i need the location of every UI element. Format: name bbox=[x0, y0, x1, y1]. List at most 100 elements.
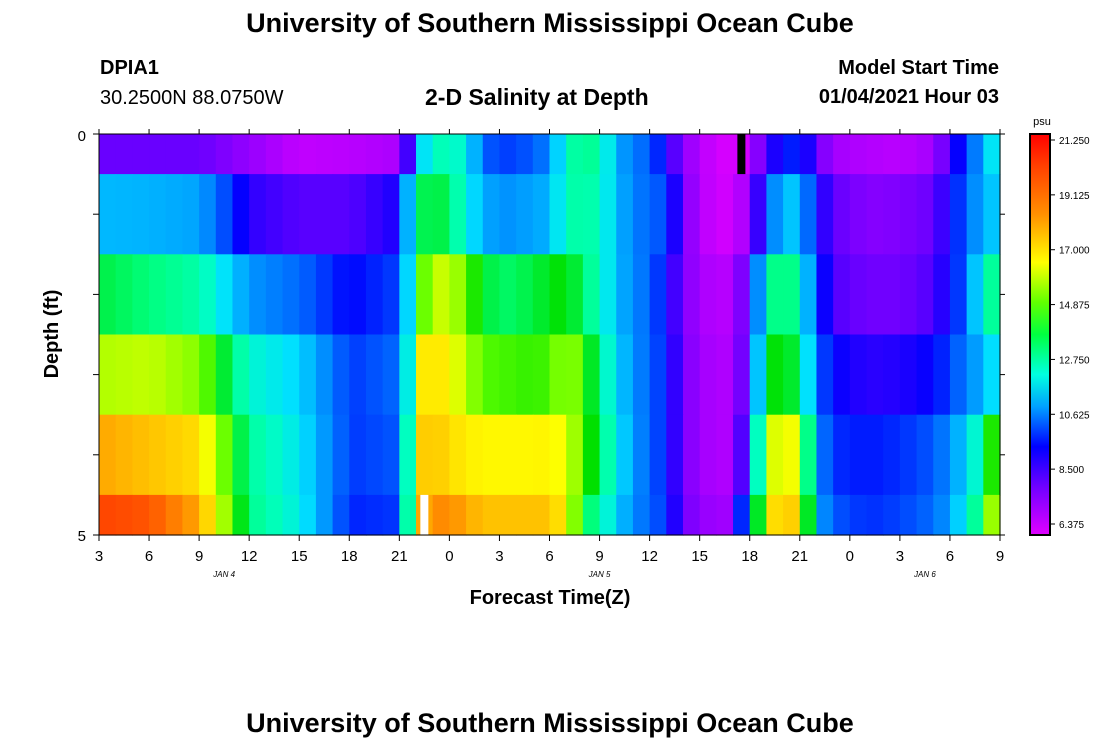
heatmap-cell bbox=[616, 254, 634, 336]
heatmap-cell bbox=[532, 494, 551, 536]
heatmap-markers bbox=[420, 134, 746, 535]
heatmap-cell bbox=[649, 494, 667, 536]
colorbar-unit: psu bbox=[1033, 116, 1051, 128]
heatmap-cell bbox=[315, 494, 334, 536]
heatmap-cell bbox=[949, 134, 968, 175]
colorbar-tick-label: 17.000 bbox=[1059, 246, 1090, 257]
heatmap-cell bbox=[315, 254, 334, 336]
heatmap-cell bbox=[766, 134, 784, 175]
heatmap-cell bbox=[866, 134, 884, 175]
heatmap-cell bbox=[332, 494, 350, 536]
heatmap-cell bbox=[666, 334, 684, 416]
heatmap-cell bbox=[215, 174, 234, 255]
heatmap-cell bbox=[666, 414, 684, 496]
model-start-value: 01/04/2021 Hour 03 bbox=[818, 86, 999, 108]
x-tick-label: 18 bbox=[341, 548, 358, 565]
heatmap-cell bbox=[532, 254, 551, 336]
heatmap-cell bbox=[382, 334, 400, 416]
heatmap-cell bbox=[699, 414, 717, 496]
heatmap-cell bbox=[616, 334, 634, 416]
heatmap-cell bbox=[215, 494, 234, 536]
heatmap-cell bbox=[449, 174, 467, 255]
heatmap-cell bbox=[682, 494, 701, 536]
heatmap-cell bbox=[766, 414, 784, 496]
heatmap-cell bbox=[549, 134, 567, 175]
heatmap-cell bbox=[599, 494, 617, 536]
heatmap-cell bbox=[799, 414, 818, 496]
heatmap-cell bbox=[165, 494, 184, 536]
heatmap-cell bbox=[799, 494, 818, 536]
heatmap-cell bbox=[299, 134, 317, 175]
heatmap-cell bbox=[232, 334, 250, 416]
colorbar-tick-label: 6.375 bbox=[1059, 520, 1084, 531]
heatmap-cell bbox=[616, 414, 634, 496]
x-tick-label: 0 bbox=[846, 548, 854, 565]
model-start-label: Model Start Time bbox=[838, 57, 999, 79]
heatmap-cell bbox=[399, 334, 417, 416]
heatmap-cell bbox=[499, 334, 517, 416]
heatmap-cell bbox=[849, 134, 868, 175]
heatmap-cell bbox=[966, 414, 984, 496]
heatmap-cell bbox=[265, 334, 284, 416]
heatmap-cell bbox=[866, 254, 884, 336]
heatmap-cell bbox=[149, 334, 167, 416]
heatmap-cell bbox=[549, 174, 567, 255]
heatmap-cell bbox=[532, 334, 551, 416]
heatmap-cell bbox=[182, 134, 200, 175]
heatmap-cell bbox=[416, 414, 434, 496]
heatmap-cell bbox=[432, 494, 450, 536]
heatmap-cell bbox=[215, 134, 234, 175]
x-tick-label: 6 bbox=[145, 548, 153, 565]
time-marker bbox=[737, 134, 746, 175]
heatmap-cell bbox=[716, 174, 734, 255]
heatmap-cell bbox=[482, 254, 501, 336]
x-tick-label: 3 bbox=[495, 548, 503, 565]
y-tick-label-top: 0 bbox=[78, 128, 86, 145]
heatmap-cell bbox=[549, 334, 567, 416]
heatmap-cell bbox=[849, 334, 868, 416]
heatmap-cell bbox=[916, 254, 934, 336]
heatmap-cell bbox=[749, 494, 768, 536]
x-tick-label: 3 bbox=[95, 548, 103, 565]
heatmap-cell bbox=[883, 494, 901, 536]
x-tick-label: 6 bbox=[545, 548, 553, 565]
heatmap-cell bbox=[833, 334, 851, 416]
heatmap-cell bbox=[516, 334, 534, 416]
heatmap-cell bbox=[749, 254, 768, 336]
heatmap-cell bbox=[866, 174, 884, 255]
heatmap-cell bbox=[449, 414, 467, 496]
heatmap-cell bbox=[149, 254, 167, 336]
heatmap-cell bbox=[132, 494, 150, 536]
heatmap-cell bbox=[616, 494, 634, 536]
heatmap-cell bbox=[766, 494, 784, 536]
heatmap-cell bbox=[282, 174, 300, 255]
heatmap-cell bbox=[382, 414, 400, 496]
colorbar: psu 21.250 19.125 17.000 14.875 12.750 10.625… bbox=[1029, 116, 1090, 536]
heatmap-cell bbox=[983, 254, 1001, 336]
heatmap-cell bbox=[249, 134, 267, 175]
heatmap-cell bbox=[482, 174, 501, 255]
heatmap-cell bbox=[833, 174, 851, 255]
heatmap-cell bbox=[899, 254, 918, 336]
heatmap-cell bbox=[299, 414, 317, 496]
heatmap-cell bbox=[949, 414, 968, 496]
heatmap-cell bbox=[783, 134, 801, 175]
heatmap-cell bbox=[966, 134, 984, 175]
heatmap-cell bbox=[232, 494, 250, 536]
heatmap-cell bbox=[399, 414, 417, 496]
heatmap-cell bbox=[482, 494, 501, 536]
heatmap-cell bbox=[916, 134, 934, 175]
heatmap-cell bbox=[699, 174, 717, 255]
heatmap-cell bbox=[933, 174, 951, 255]
heatmap-cell bbox=[883, 174, 901, 255]
heatmap-cell bbox=[666, 494, 684, 536]
heatmap-cell bbox=[716, 254, 734, 336]
heatmap-cell bbox=[382, 134, 400, 175]
heatmap-cell bbox=[816, 254, 834, 336]
heatmap-cell bbox=[265, 494, 284, 536]
heatmap-cell bbox=[182, 254, 200, 336]
heatmap-cell bbox=[733, 494, 751, 536]
heatmap-cell bbox=[783, 414, 801, 496]
heatmap-cell bbox=[265, 174, 284, 255]
